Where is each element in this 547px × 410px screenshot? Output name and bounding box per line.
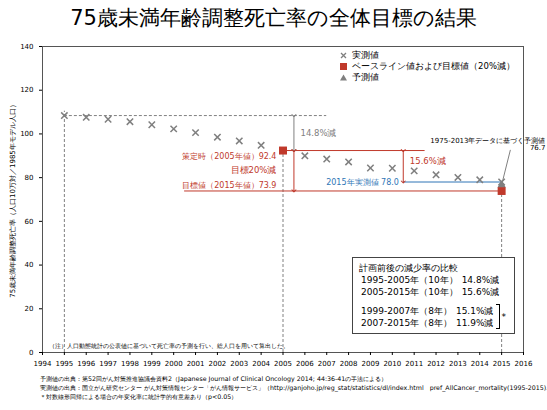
svg-text:1994: 1994: [34, 360, 52, 368]
svg-text:14.8%減: 14.8%減: [300, 128, 336, 138]
html-text:予測値の出典：第52回がん対策推進協議会資料2（Japane: 予測値の出典：第52回がん対策推進協議会資料2（Japanese Journal…: [40, 375, 388, 382]
svg-text:120: 120: [20, 86, 33, 94]
svg-text:0: 0: [29, 349, 33, 357]
svg-text:2007: 2007: [318, 360, 336, 368]
svg-text:2008: 2008: [340, 360, 358, 368]
html-text:75歳未満年齢調整死亡率の全体目標の結果: 75歳未満年齢調整死亡率の全体目標の結果: [70, 6, 477, 30]
svg-text:策定時（2005年値）92.4: 策定時（2005年値）92.4: [182, 152, 276, 161]
svg-text:2015年実測値 78.0: 2015年実測値 78.0: [326, 178, 399, 187]
svg-text:2013: 2013: [449, 360, 467, 368]
svg-text:15.6%減: 15.6%減: [410, 156, 446, 166]
svg-text:2001: 2001: [187, 360, 205, 368]
svg-text:140: 140: [20, 43, 33, 51]
svg-text:（注）人口動態統計の公表値に基づいて死亡率の予測を行い、総人: （注）人口動態統計の公表値に基づいて死亡率の予測を行い、総人口を用いて算出した。: [49, 342, 289, 350]
html-text:2005-2015年（10年） 15.6%減: 2005-2015年（10年） 15.6%減: [361, 287, 500, 297]
html-text:ベースライン値および目標値（20%減）: ベースライン値および目標値（20%減）: [352, 61, 515, 71]
svg-text:2015: 2015: [493, 360, 511, 368]
svg-text:2014: 2014: [471, 360, 489, 368]
svg-text:2010: 2010: [383, 360, 401, 368]
html-text:1999-2007年（8年） 15.1%減: 1999-2007年（8年） 15.1%減: [361, 305, 494, 316]
svg-text:2003: 2003: [230, 360, 248, 368]
svg-text:2011: 2011: [405, 360, 423, 368]
svg-text:1995: 1995: [55, 360, 73, 368]
svg-text:2002: 2002: [208, 360, 226, 368]
svg-text:2005: 2005: [274, 360, 292, 368]
svg-text:目標20%減: 目標20%減: [231, 165, 277, 175]
html-text:1995-2005年（10年） 14.8%減: 1995-2005年（10年） 14.8%減: [361, 275, 500, 285]
html-text:＊対数線形回帰による場合の年変化率に統計学的有意差あり（p<: ＊対数線形回帰による場合の年変化率に統計学的有意差あり（p<0.05）: [40, 393, 238, 400]
html-text:2007-2015年（8年） 11.9%減: 2007-2015年（8年） 11.9%減: [361, 317, 494, 328]
svg-text:80: 80: [25, 174, 34, 182]
svg-text:1996: 1996: [77, 360, 95, 368]
svg-text:60: 60: [25, 218, 34, 226]
svg-text:2016: 2016: [515, 360, 533, 368]
svg-text:40: 40: [25, 261, 34, 269]
html-text:計画前後の減少率の比較: 計画前後の減少率の比較: [359, 263, 459, 273]
svg-text:75歳未満年齢調整死亡率（人口10万対／1985年モデル人口: 75歳未満年齢調整死亡率（人口10万対／1985年モデル人口）: [9, 101, 17, 298]
svg-text:1999: 1999: [143, 360, 161, 368]
svg-text:2004: 2004: [252, 360, 270, 368]
svg-text:2012: 2012: [427, 360, 445, 368]
svg-text:1997: 1997: [99, 360, 117, 368]
svg-text:100: 100: [20, 130, 33, 138]
svg-text:1975-2013年データに基づく予測値76.7: 1975-2013年データに基づく予測値76.7: [430, 137, 545, 152]
svg-text:2000: 2000: [165, 360, 183, 368]
svg-text:1998: 1998: [121, 360, 139, 368]
html-text:予測値: 予測値: [352, 72, 380, 82]
html-text:実測値: 実測値: [352, 50, 380, 60]
svg-text:2006: 2006: [296, 360, 314, 368]
svg-text:2009: 2009: [362, 360, 380, 368]
svg-text:目標値（2015年値）73.9: 目標値（2015年値）73.9: [182, 181, 276, 190]
svg-text:20: 20: [25, 305, 34, 313]
